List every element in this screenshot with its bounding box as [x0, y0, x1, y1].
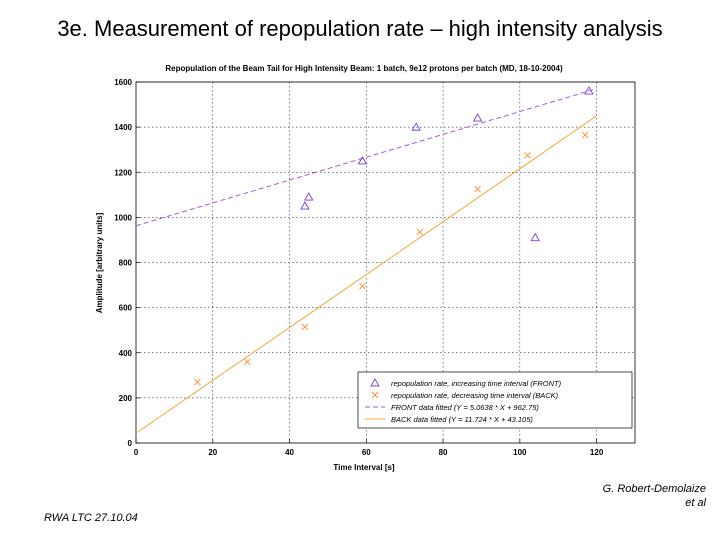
legend-front-fit: FRONT data fitted (Y = 5.0638 * X + 962.…: [365, 403, 539, 412]
front-data-point: [584, 86, 594, 95]
y-tick-label: 0: [128, 439, 133, 448]
legend: repopulation rate, increasing time inter…: [357, 371, 633, 429]
legend-label: FRONT data fitted (Y = 5.0638 * X + 962.…: [391, 403, 539, 412]
chart-figure: Repopulation of the Beam Tail for High I…: [88, 58, 648, 483]
back-data-point: [581, 131, 589, 139]
front-data-point: [530, 232, 540, 242]
x-tick-label: 100: [513, 448, 527, 457]
fit-lines: [135, 88, 597, 434]
legend-label: repopulation rate, decreasing time inter…: [391, 391, 559, 400]
credit: G. Robert-Demolaize et al: [603, 482, 706, 510]
chart-title: Repopulation of the Beam Tail for High I…: [165, 64, 563, 73]
front-data-point: [303, 192, 314, 201]
y-tick-label: 800: [119, 259, 133, 268]
front-fit-line: [135, 88, 597, 227]
chart-svg: Repopulation of the Beam Tail for High I…: [95, 64, 636, 472]
y-axis-ticks: 0 200 400 600 800 1000 1200 1400 1600: [114, 78, 140, 448]
x-tick-label: 120: [590, 448, 604, 457]
back-data-point: [243, 358, 251, 366]
front-data-point: [300, 201, 310, 210]
front-data-point: [411, 122, 421, 131]
front-data-point: [472, 113, 483, 122]
back-fit-line: [135, 115, 597, 434]
x-axis-label: Time Interval [s]: [333, 463, 395, 472]
y-tick-label: 200: [119, 394, 133, 403]
legend-label: BACK data fitted (Y = 11.724 * X + 43.10…: [391, 415, 533, 424]
x-tick-label: 40: [285, 448, 294, 457]
y-tick-label: 1600: [114, 78, 132, 87]
y-tick-label: 600: [119, 304, 133, 313]
y-tick-label: 1000: [114, 213, 132, 222]
legend-triangle-marker: [370, 378, 380, 387]
back-data-point: [474, 185, 481, 193]
footer-meeting: RWA LTC 27.10.04: [44, 512, 138, 524]
legend-back-points: repopulation rate, decreasing time inter…: [371, 391, 559, 400]
y-tick-label: 400: [119, 349, 133, 358]
legend-label: repopulation rate, increasing time inter…: [391, 379, 562, 388]
x-tick-label: 0: [134, 448, 139, 457]
y-tick-label: 1200: [114, 168, 132, 177]
y-axis-label: Amplitude [arbitrary units]: [95, 212, 104, 313]
x-tick-label: 80: [439, 448, 448, 457]
back-data-point: [416, 228, 424, 236]
legend-front-points: repopulation rate, increasing time inter…: [370, 378, 562, 388]
data-points: [194, 86, 594, 386]
legend-box: [357, 371, 633, 429]
legend-x-marker: [371, 391, 379, 399]
y-tick-label: 1400: [114, 123, 132, 132]
credit-et-al: et al: [685, 497, 706, 509]
front-data-point: [357, 156, 368, 165]
x-tick-label: 60: [362, 448, 371, 457]
x-axis-ticks: 0 20 40 60 80 100 120: [134, 439, 604, 457]
credit-author: G. Robert-Demolaize: [602, 483, 706, 495]
back-data-point: [194, 378, 201, 386]
legend-back-fit: BACK data fitted (Y = 11.724 * X + 43.10…: [365, 415, 533, 424]
x-tick-label: 20: [208, 448, 217, 457]
back-data-point: [301, 323, 309, 331]
slide-title: 3e. Measurement of repopulation rate – h…: [57, 16, 663, 41]
back-data-point: [524, 152, 531, 159]
back-data-point: [359, 282, 366, 290]
